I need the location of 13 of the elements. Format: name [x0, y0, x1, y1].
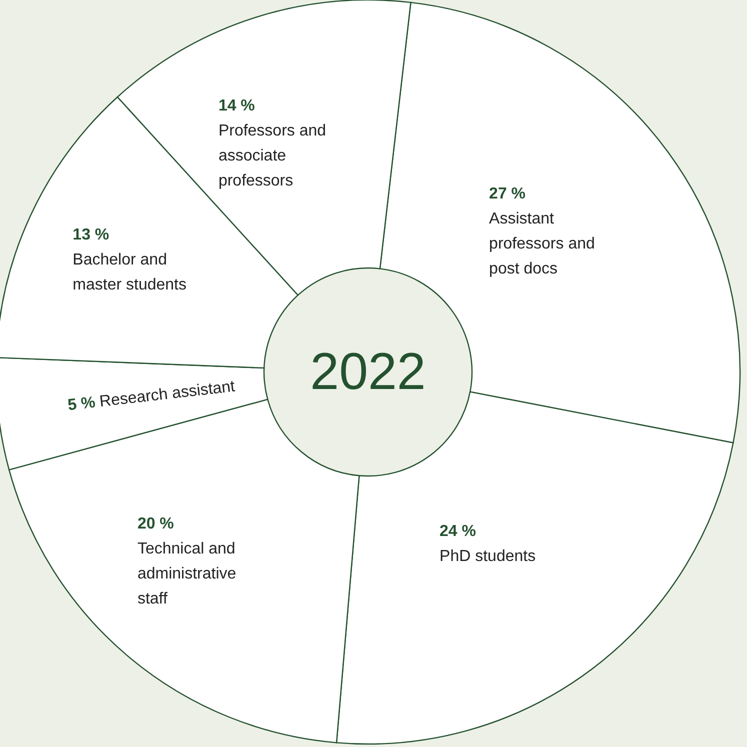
slice-label: Research assistant [94, 378, 236, 412]
data-label: 27 % [489, 185, 526, 202]
slice-label: Bachelor and master students [72, 252, 187, 294]
data-label: 24 % [440, 522, 476, 540]
slice-label: PhD students [440, 548, 536, 565]
data-label: 13 % [72, 226, 110, 244]
slice-label: Professors and associate professors [218, 122, 326, 190]
data-label: 20 % [137, 516, 174, 533]
text: 2022 [310, 343, 426, 401]
data-label: 5 % [66, 394, 96, 414]
slice-label: Technical and administrative staff [137, 540, 236, 608]
slice-label: Assistant professors and post docs [489, 210, 595, 278]
data-label: 14 % [218, 98, 255, 115]
